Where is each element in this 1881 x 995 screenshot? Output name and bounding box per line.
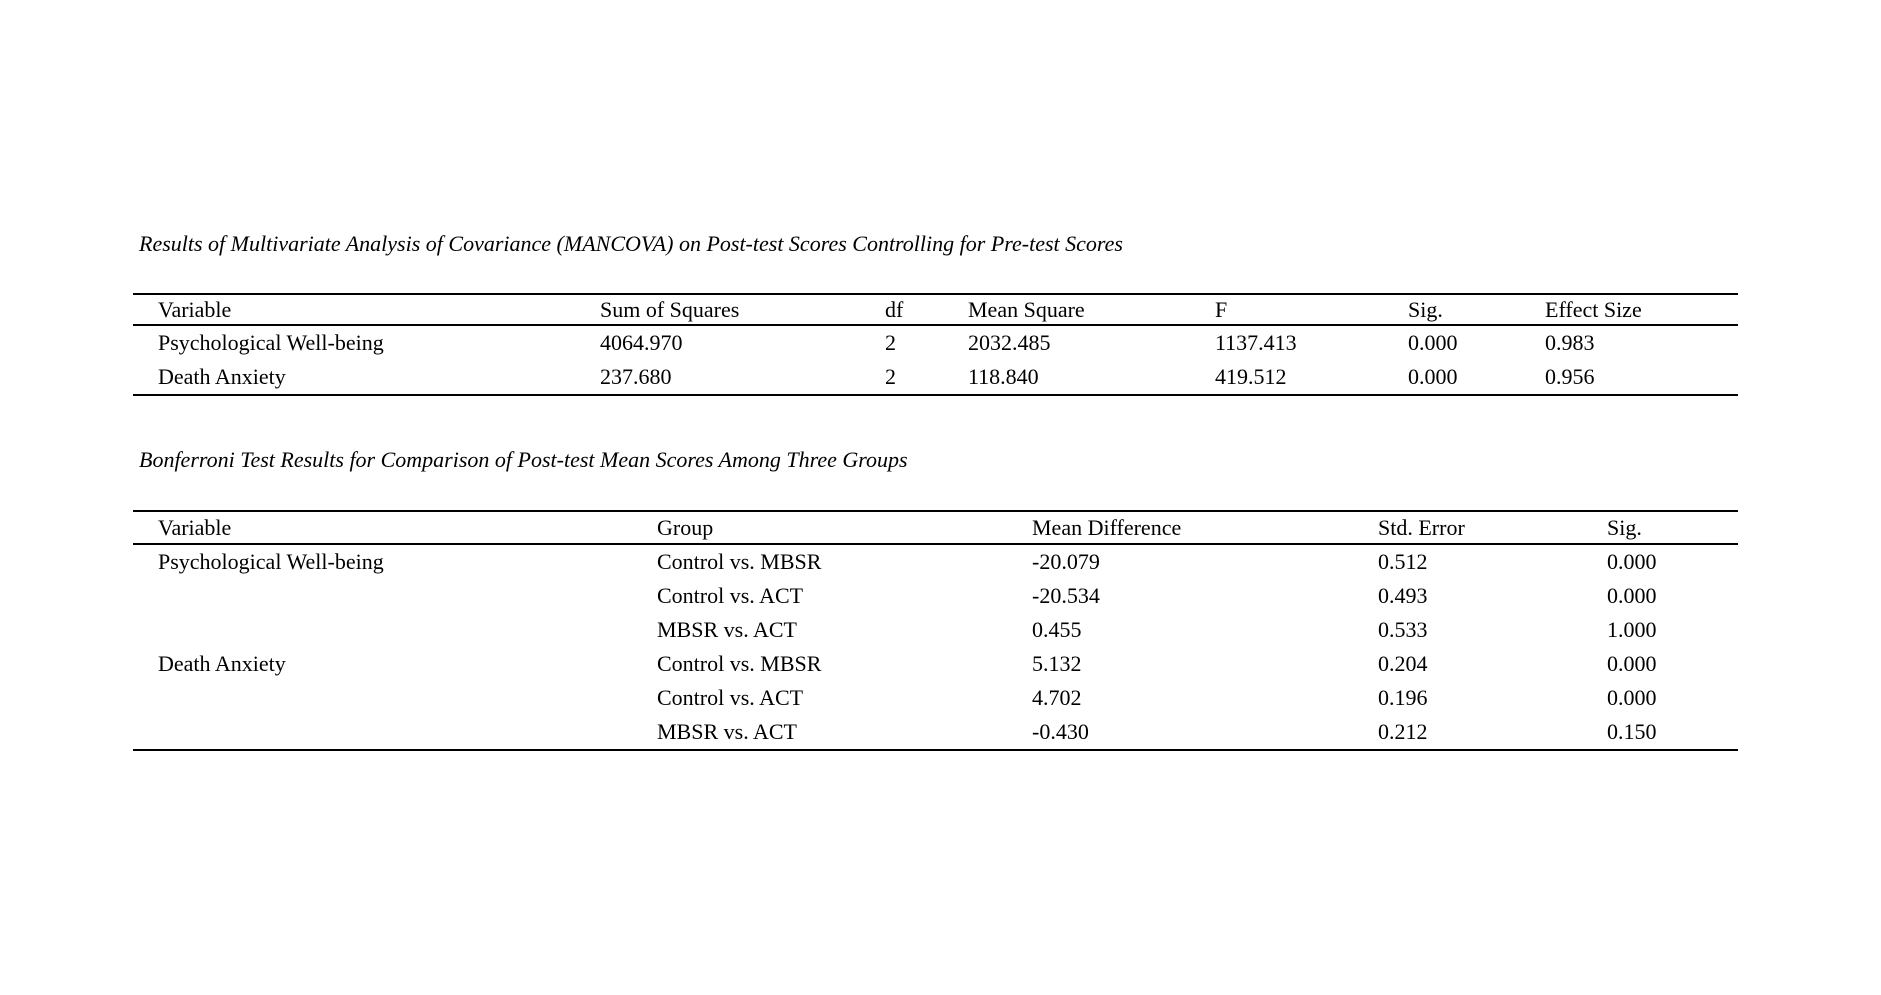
table-cell: Control vs. ACT	[657, 583, 804, 608]
table-cell: 0.512	[1378, 549, 1428, 574]
table-cell: 0.212	[1378, 719, 1428, 744]
table-cell: 2	[885, 364, 896, 389]
table-cell: 0.000	[1408, 330, 1458, 355]
table-cell: 0.455	[1032, 617, 1082, 642]
column-header-std-error: Std. Error	[1378, 514, 1465, 540]
table-cell	[133, 613, 657, 647]
table-cell: 5.132	[1032, 651, 1082, 676]
table-cell	[133, 681, 657, 715]
table-cell: Death Anxiety	[158, 364, 286, 389]
table-cell: Death Anxiety	[158, 651, 286, 676]
column-header-effect-size: Effect Size	[1545, 296, 1642, 322]
bonferroni-table: Variable Group Mean Difference Std. Erro…	[133, 510, 1738, 751]
table-cell: 0.000	[1607, 685, 1657, 710]
table-cell: Psychological Well-being	[158, 330, 384, 355]
table-cell: 0.493	[1378, 583, 1428, 608]
column-header-sig: Sig.	[1607, 514, 1642, 540]
mancova-table: Variable Sum of Squares df Mean Square F…	[133, 293, 1738, 396]
table-cell: 0.533	[1378, 617, 1428, 642]
column-header-mean-square: Mean Square	[968, 296, 1085, 322]
table-row: Psychological Well-being Control vs. MBS…	[133, 544, 1738, 579]
table-cell: 2	[885, 330, 896, 355]
table-cell: Control vs. MBSR	[657, 549, 822, 574]
table-cell: 4064.970	[600, 330, 683, 355]
column-header-variable: Variable	[158, 514, 232, 540]
table-cell: Control vs. MBSR	[657, 651, 822, 676]
table-cell: Control vs. ACT	[657, 685, 804, 710]
column-header-variable: Variable	[158, 296, 232, 322]
table-cell: Psychological Well-being	[158, 549, 384, 574]
table-cell: 4.702	[1032, 685, 1082, 710]
table-cell: 0.000	[1607, 583, 1657, 608]
column-header-mean-difference: Mean Difference	[1032, 514, 1182, 540]
table-cell: 0.000	[1607, 651, 1657, 676]
table-cell: 0.196	[1378, 685, 1428, 710]
mancova-header-row: Variable Sum of Squares df Mean Square F…	[133, 294, 1738, 325]
table-cell: MBSR vs. ACT	[657, 719, 797, 744]
table-cell: -20.079	[1032, 549, 1100, 574]
table-row: MBSR vs. ACT -0.430 0.212 0.150	[133, 715, 1738, 750]
column-header-sig: Sig.	[1408, 296, 1443, 322]
table-cell: -0.430	[1032, 719, 1089, 744]
table-row: Psychological Well-being 4064.970 2 2032…	[133, 325, 1738, 360]
table-cell: 419.512	[1215, 364, 1287, 389]
table-cell: MBSR vs. ACT	[657, 617, 797, 642]
table-row: Death Anxiety Control vs. MBSR 5.132 0.2…	[133, 647, 1738, 681]
column-header-f: F	[1215, 296, 1228, 322]
table-cell	[133, 579, 657, 613]
mancova-table-title: Results of Multivariate Analysis of Cova…	[139, 231, 1123, 256]
column-header-group: Group	[657, 514, 714, 540]
table-row: Control vs. ACT -20.534 0.493 0.000	[133, 579, 1738, 613]
table-row: Control vs. ACT 4.702 0.196 0.000	[133, 681, 1738, 715]
table-cell: 0.204	[1378, 651, 1428, 676]
table-cell: 1137.413	[1215, 330, 1297, 355]
table-cell: 0.150	[1607, 719, 1657, 744]
table-cell: 0.000	[1607, 549, 1657, 574]
column-header-df: df	[885, 296, 904, 322]
table-cell: 2032.485	[968, 330, 1051, 355]
column-header-sum-of-squares: Sum of Squares	[600, 296, 740, 322]
table-cell: -20.534	[1032, 583, 1100, 608]
bonferroni-header-row: Variable Group Mean Difference Std. Erro…	[133, 511, 1738, 544]
bonferroni-table-title: Bonferroni Test Results for Comparison o…	[139, 447, 908, 472]
table-cell: 118.840	[968, 364, 1039, 389]
table-cell: 0.000	[1408, 364, 1458, 389]
table-row: MBSR vs. ACT 0.455 0.533 1.000	[133, 613, 1738, 647]
table-row: Death Anxiety 237.680 2 118.840 419.512 …	[133, 360, 1738, 395]
table-cell: 0.956	[1545, 364, 1595, 389]
table-cell: 1.000	[1607, 617, 1657, 642]
table-cell: 0.983	[1545, 330, 1595, 355]
table-cell	[133, 715, 657, 750]
table-cell: 237.680	[600, 364, 672, 389]
